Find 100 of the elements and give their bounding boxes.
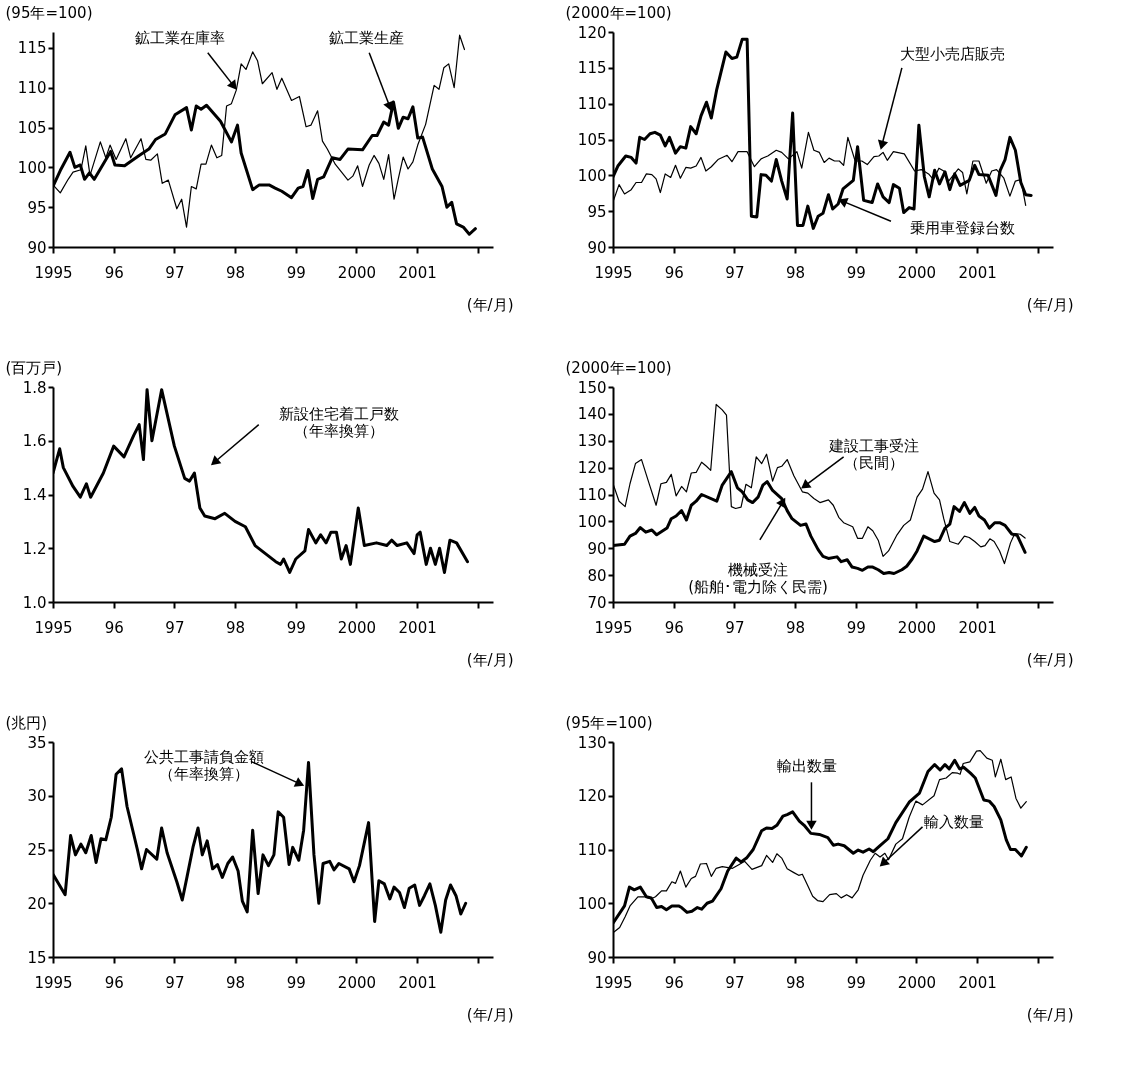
y-tick-label: 120 xyxy=(577,23,607,42)
y-tick-label: 100 xyxy=(577,512,607,531)
x-tick-label: 96 xyxy=(104,973,124,992)
x-tick-label: 2000 xyxy=(337,618,377,637)
x-tick-label: 2000 xyxy=(337,263,377,282)
y-tick-label: 110 xyxy=(17,79,47,98)
text: 輸出数量 xyxy=(777,757,838,776)
series-label: 乗用車登録台数 xyxy=(910,219,1016,238)
y-tick-label: 130 xyxy=(577,733,607,752)
series-label: 輸入数量 xyxy=(924,812,985,831)
x-tick-label: 1995 xyxy=(34,973,73,992)
x-tick-label: 2001 xyxy=(958,618,997,637)
x-tick-label: 97 xyxy=(165,263,185,282)
x-tick-label: 1995 xyxy=(594,263,633,282)
y-tick-label: 110 xyxy=(577,95,607,114)
y-tick-label: 130 xyxy=(577,432,607,451)
y-tick-label: 105 xyxy=(577,131,607,149)
y-tick-label: 100 xyxy=(577,166,607,185)
y-tick-label: 20 xyxy=(27,894,47,913)
y-tick-label: 120 xyxy=(577,459,607,478)
x-axis-title: (年/月) xyxy=(1026,295,1074,314)
series-label: 公共工事請負金額（年率換算） xyxy=(143,748,264,784)
x-tick-label: 98 xyxy=(786,263,806,282)
x-tick-label: 2001 xyxy=(398,973,437,992)
text: 大型小売店販売 xyxy=(899,45,1005,64)
y-tick-label: 115 xyxy=(17,39,47,58)
x-tick-label: 96 xyxy=(664,618,684,637)
x-axis-title: (年/月) xyxy=(1026,1005,1074,1024)
x-tick-label: 2000 xyxy=(897,973,937,992)
text: 鉱工業生産 xyxy=(328,28,404,47)
y-tick-label: 25 xyxy=(27,841,47,859)
y-tick-label: 70 xyxy=(587,593,607,612)
y-axis-title: (2000年=100) xyxy=(565,3,672,22)
y-tick-label: 150 xyxy=(577,378,607,397)
x-tick-label: 2000 xyxy=(337,973,377,992)
y-tick-label: 115 xyxy=(577,59,607,78)
x-tick-label: 2000 xyxy=(897,618,937,637)
y-axis-title: (95年=100) xyxy=(5,3,93,22)
x-tick-label: 99 xyxy=(286,973,306,992)
y-tick-label: 95 xyxy=(587,202,607,221)
x-axis-title: (年/月) xyxy=(466,1005,514,1024)
x-axis-title: (年/月) xyxy=(466,295,514,314)
x-tick-label: 96 xyxy=(104,263,124,282)
y-tick-label: 140 xyxy=(577,405,607,424)
y-tick-label: 35 xyxy=(27,733,47,752)
x-tick-label: 1995 xyxy=(34,618,73,637)
x-tick-label: 1995 xyxy=(594,618,633,637)
y-tick-label: 90 xyxy=(587,948,607,967)
y-tick-label: 110 xyxy=(577,841,607,859)
x-tick-label: 99 xyxy=(846,973,866,992)
y-tick-label: 1.8 xyxy=(22,378,47,397)
x-tick-label: 99 xyxy=(846,263,866,282)
series-label: 機械受注(船舶･電力除く民需) xyxy=(688,560,828,596)
y-axis-title: (百万戸) xyxy=(5,358,63,377)
y-tick-label: 1.4 xyxy=(22,486,47,504)
y-tick-label: 95 xyxy=(27,198,47,217)
x-tick-label: 97 xyxy=(725,263,745,282)
x-tick-label: 98 xyxy=(226,618,246,637)
x-tick-label: 2001 xyxy=(958,263,997,282)
x-tick-label: 98 xyxy=(786,973,806,992)
y-axis-title: (2000年=100) xyxy=(565,358,672,377)
y-axis-title: (兆円) xyxy=(5,713,48,732)
x-tick-label: 98 xyxy=(226,973,246,992)
x-tick-label: 99 xyxy=(846,618,866,637)
y-tick-label: 1.2 xyxy=(22,539,47,558)
x-tick-label: 98 xyxy=(786,618,806,637)
series-label: 建設工事受注（民間） xyxy=(827,437,919,473)
series-label: 鉱工業在庫率 xyxy=(134,28,225,47)
x-tick-label: 99 xyxy=(286,618,306,637)
x-tick-label: 2000 xyxy=(897,263,937,282)
y-tick-label: 100 xyxy=(17,158,47,177)
x-tick-label: 97 xyxy=(725,618,745,637)
y-tick-label: 105 xyxy=(17,119,47,138)
y-tick-label: 80 xyxy=(587,566,607,585)
x-tick-label: 96 xyxy=(664,263,684,282)
y-tick-label: 90 xyxy=(587,238,607,257)
x-axis-title: (年/月) xyxy=(466,650,514,669)
y-tick-label: 120 xyxy=(577,787,607,806)
x-tick-label: 97 xyxy=(725,973,745,992)
y-tick-label: 1.6 xyxy=(22,432,47,451)
x-tick-label: 2001 xyxy=(958,973,997,992)
y-tick-label: 1.0 xyxy=(22,593,47,612)
y-tick-label: 15 xyxy=(27,948,47,967)
x-tick-label: 96 xyxy=(664,973,684,992)
x-tick-label: 2001 xyxy=(398,263,437,282)
y-tick-label: 90 xyxy=(27,238,47,257)
x-tick-label: 96 xyxy=(104,618,124,637)
x-axis-title: (年/月) xyxy=(1026,650,1074,669)
y-tick-label: 30 xyxy=(27,787,47,806)
y-tick-label: 110 xyxy=(577,486,607,504)
x-tick-label: 99 xyxy=(286,263,306,282)
x-tick-label: 98 xyxy=(226,263,246,282)
y-tick-label: 100 xyxy=(577,894,607,913)
x-tick-label: 1995 xyxy=(594,973,633,992)
y-tick-label: 90 xyxy=(587,539,607,558)
x-tick-label: 1995 xyxy=(34,263,73,282)
text: 新設住宅着工戸数（年率換算） xyxy=(278,404,399,440)
x-tick-label: 97 xyxy=(165,973,185,992)
x-tick-label: 2001 xyxy=(398,618,437,637)
x-tick-label: 97 xyxy=(165,618,185,637)
